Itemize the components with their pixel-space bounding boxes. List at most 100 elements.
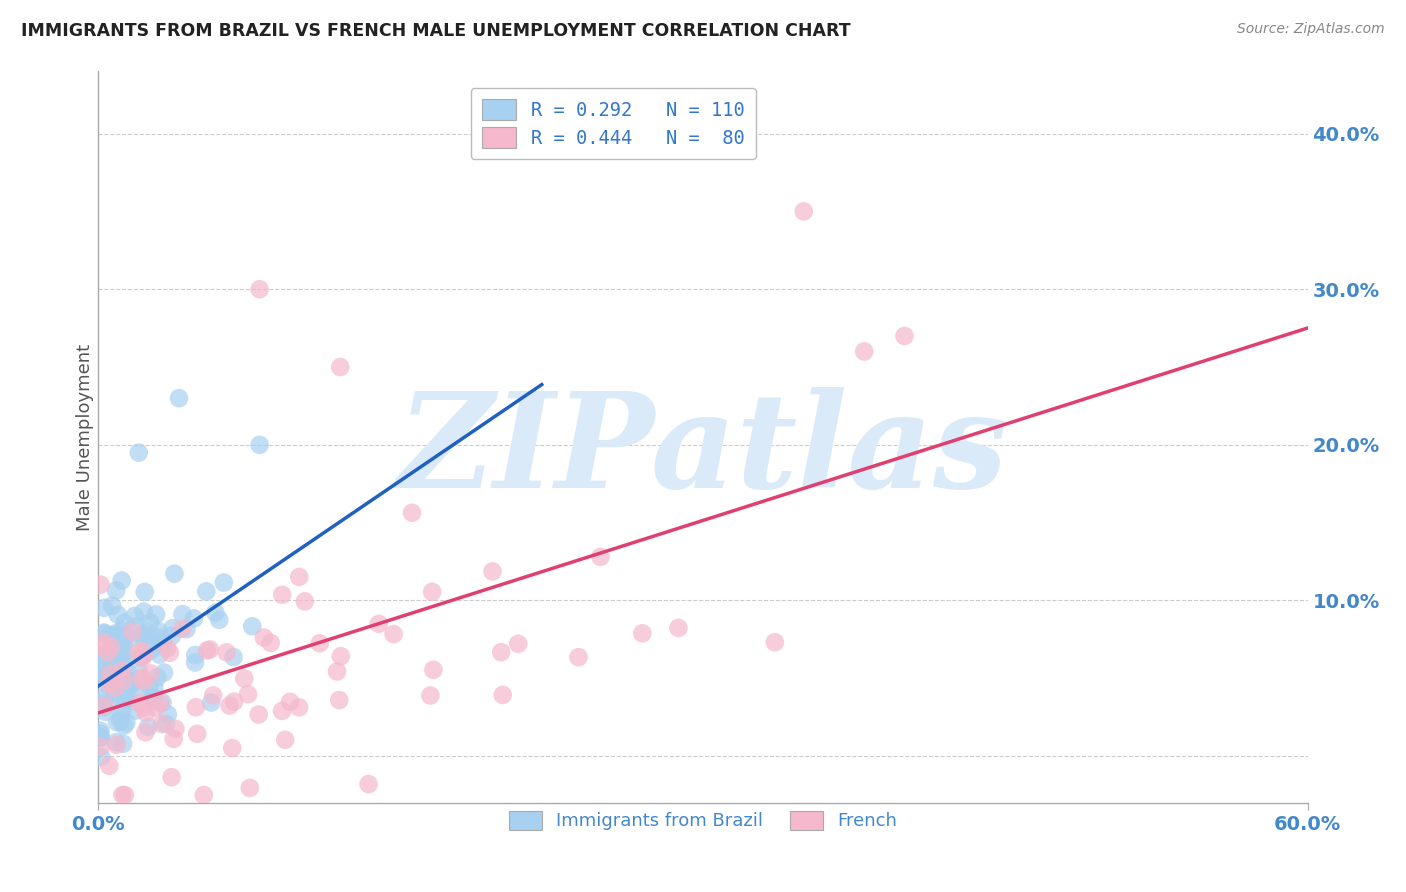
Point	[131, 684, 153, 698]
Point	[124, 704, 146, 718]
Point	[271, 704, 294, 718]
Point	[112, 718, 135, 732]
Point	[117, 690, 139, 705]
Text: ZIPatlas: ZIPatlas	[398, 387, 1008, 516]
Point	[135, 706, 157, 720]
Point	[89, 648, 111, 663]
Point	[120, 674, 142, 689]
Point	[128, 665, 150, 679]
Point	[274, 732, 297, 747]
Point	[112, 673, 135, 688]
Point	[278, 695, 301, 709]
Point	[143, 681, 166, 695]
Point	[132, 605, 155, 619]
Point	[111, 703, 134, 717]
Point	[489, 645, 512, 659]
Point	[104, 657, 127, 671]
Point	[142, 691, 165, 706]
Point	[89, 723, 111, 738]
Point	[101, 628, 124, 642]
Point	[134, 725, 156, 739]
Point	[208, 613, 231, 627]
Point	[131, 651, 153, 665]
Point	[139, 615, 162, 630]
Point	[108, 667, 131, 681]
Point	[195, 643, 218, 657]
Point	[128, 696, 150, 710]
Point	[186, 727, 208, 741]
Point	[419, 689, 441, 703]
Point	[103, 668, 125, 682]
Point	[329, 649, 352, 664]
Point	[112, 737, 135, 751]
Point	[271, 588, 294, 602]
Point	[112, 679, 135, 693]
Point	[124, 619, 146, 633]
Point	[401, 506, 423, 520]
Point	[115, 693, 138, 707]
Point	[100, 675, 122, 690]
Point	[589, 549, 612, 564]
Point	[183, 611, 205, 625]
Point	[176, 622, 198, 636]
Point	[132, 627, 155, 641]
Point	[159, 646, 181, 660]
Point	[90, 656, 112, 670]
Point	[149, 696, 172, 710]
Point	[101, 599, 124, 613]
Point	[193, 788, 215, 802]
Point	[204, 606, 226, 620]
Point	[139, 666, 162, 681]
Point	[139, 643, 162, 657]
Point	[160, 629, 183, 643]
Point	[111, 574, 134, 588]
Point	[184, 700, 207, 714]
Point	[222, 695, 245, 709]
Point	[105, 626, 128, 640]
Point	[121, 677, 143, 691]
Point	[114, 615, 136, 630]
Point	[89, 739, 111, 754]
Point	[162, 621, 184, 635]
Point	[155, 717, 177, 731]
Point	[152, 696, 174, 710]
Point	[146, 670, 169, 684]
Point	[145, 607, 167, 622]
Point	[100, 657, 122, 672]
Point	[165, 722, 187, 736]
Point	[117, 632, 139, 647]
Point	[160, 770, 183, 784]
Point	[103, 692, 125, 706]
Point	[94, 626, 117, 640]
Point	[132, 700, 155, 714]
Point	[508, 637, 530, 651]
Point	[98, 629, 121, 643]
Point	[148, 624, 170, 638]
Point	[110, 710, 132, 724]
Point	[112, 656, 135, 670]
Point	[326, 665, 349, 679]
Point	[422, 663, 444, 677]
Point	[138, 679, 160, 693]
Point	[121, 624, 143, 639]
Point	[93, 625, 115, 640]
Point	[148, 648, 170, 662]
Point	[112, 638, 135, 652]
Point	[97, 678, 120, 692]
Point	[105, 715, 128, 730]
Text: Source: ZipAtlas.com: Source: ZipAtlas.com	[1237, 22, 1385, 37]
Point	[253, 631, 276, 645]
Point	[156, 641, 179, 656]
Point	[90, 750, 112, 764]
Point	[308, 636, 330, 650]
Point	[357, 777, 380, 791]
Point	[184, 656, 207, 670]
Point	[481, 565, 503, 579]
Point	[148, 631, 170, 645]
Point	[134, 585, 156, 599]
Point	[114, 646, 136, 660]
Text: IMMIGRANTS FROM BRAZIL VS FRENCH MALE UNEMPLOYMENT CORRELATION CHART: IMMIGRANTS FROM BRAZIL VS FRENCH MALE UN…	[21, 22, 851, 40]
Point	[110, 681, 132, 696]
Point	[215, 645, 238, 659]
Point	[152, 639, 174, 653]
